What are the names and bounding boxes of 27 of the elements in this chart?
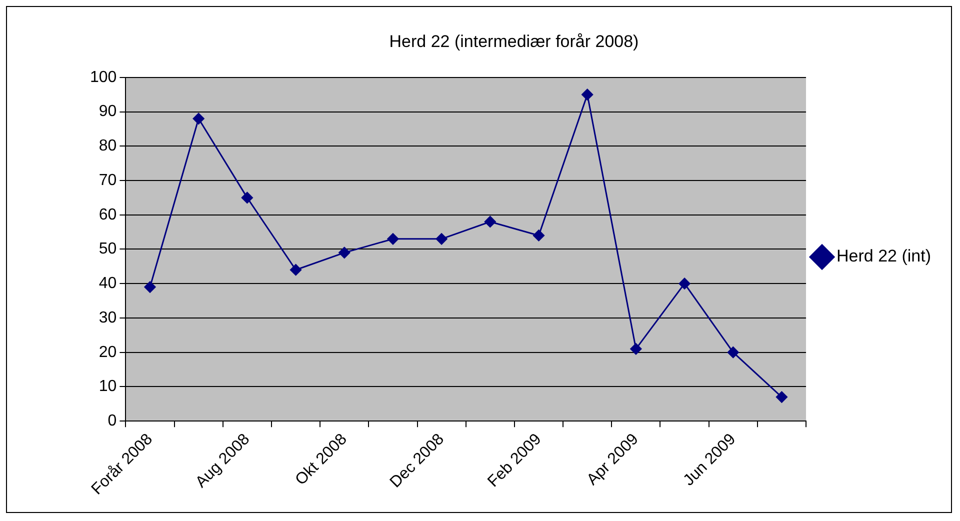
point <box>776 391 788 403</box>
y-tick-label: 70 <box>98 172 117 189</box>
y-tick-label: 50 <box>98 240 117 258</box>
legend-label: Herd 22 (int) <box>836 246 932 266</box>
point <box>241 192 253 204</box>
point <box>436 233 448 245</box>
point <box>387 233 399 245</box>
point <box>727 346 739 358</box>
y-tick-label: 20 <box>98 344 117 361</box>
y-tick-label: 80 <box>98 138 117 155</box>
point <box>630 343 642 355</box>
point <box>582 88 594 100</box>
point <box>678 278 690 290</box>
y-tick-label: 90 <box>98 103 117 120</box>
y-tick-label: 30 <box>98 309 117 326</box>
point <box>338 246 350 258</box>
chart-title: Herd 22 (intermediær forår 2008) <box>389 32 639 51</box>
point <box>484 216 496 228</box>
y-tick-label: 10 <box>98 378 117 396</box>
y-tick-label: 100 <box>90 68 117 86</box>
y-tick-label: 60 <box>98 206 117 224</box>
y-tick-label: 40 <box>98 275 117 292</box>
point <box>290 264 302 276</box>
point <box>144 281 156 293</box>
y-tick-label: 0 <box>108 412 117 430</box>
point <box>533 230 544 242</box>
point <box>192 112 204 124</box>
